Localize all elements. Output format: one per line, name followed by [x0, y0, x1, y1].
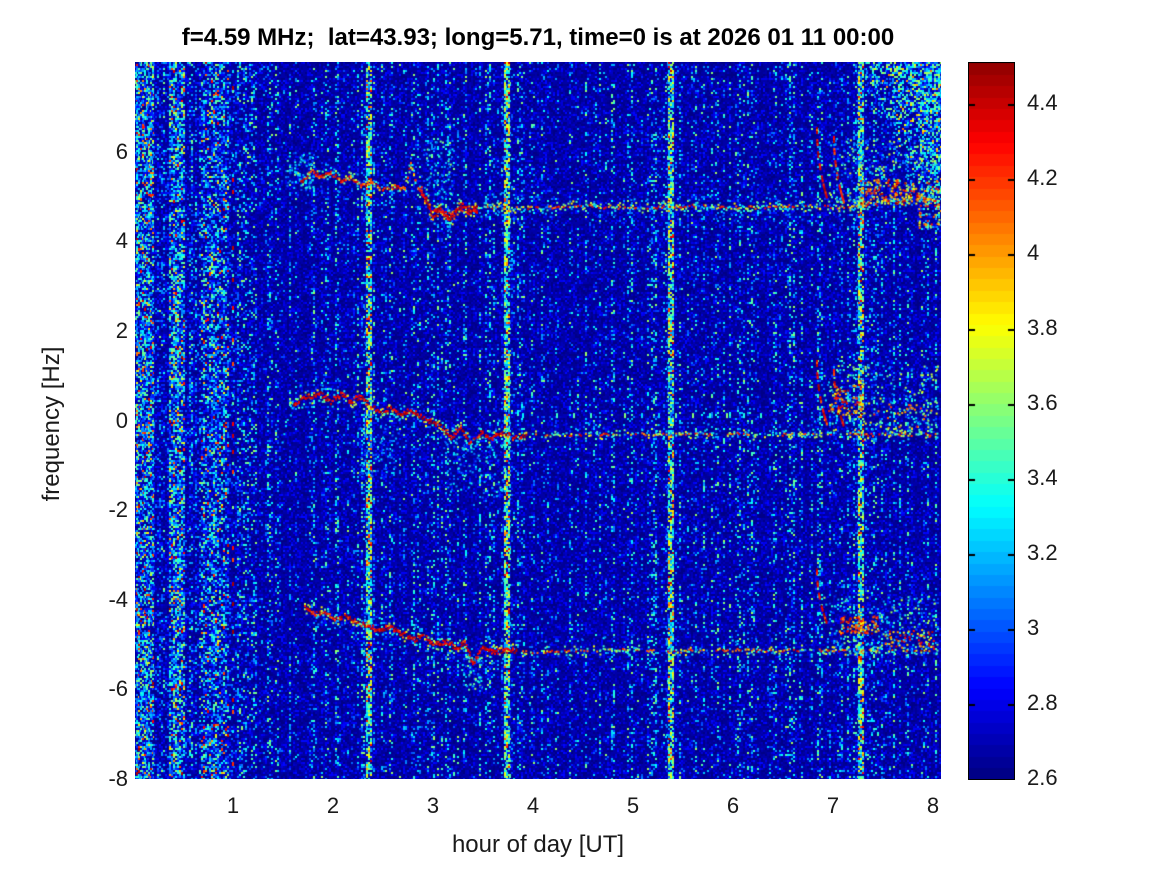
plot-title: f=4.59 MHz; lat=43.93; long=5.71, time=0…: [181, 24, 895, 51]
colorbar-tick-label-2.8: 2.8: [1027, 690, 1058, 716]
y-tick-label-0: 0: [115, 407, 128, 433]
colorbar-tick-label-3.4: 3.4: [1027, 465, 1058, 491]
y-tick-label--6: -6: [108, 676, 128, 702]
colorbar-tick-label-4: 4: [1027, 240, 1040, 266]
y-tick-label--8: -8: [108, 766, 128, 791]
y-axis-label: frequency [Hz]: [38, 346, 65, 502]
y-tick-label-6: 6: [115, 138, 128, 164]
colorbar-tick-label-3.2: 3.2: [1027, 540, 1058, 566]
x-tick-label-6: 6: [726, 793, 740, 818]
y-tick-label--2: -2: [108, 497, 128, 523]
spectrogram-canvas: [135, 62, 941, 779]
x-axis-label: hour of day [UT]: [451, 831, 625, 858]
colorbar-tick-label-3.8: 3.8: [1027, 315, 1058, 341]
x-tick-label-8: 8: [926, 793, 940, 818]
y-tick-label-4: 4: [115, 228, 128, 254]
x-tick-label-4: 4: [526, 793, 540, 818]
x-tick-label-5: 5: [626, 793, 640, 818]
colorbar-tick-label-4.2: 4.2: [1027, 165, 1058, 191]
colorbar-tick-label-2.6: 2.6: [1027, 765, 1058, 790]
x-tick-label-7: 7: [826, 793, 840, 818]
colorbar: [968, 62, 1015, 780]
x-tick-label-2: 2: [326, 793, 340, 818]
colorbar-tick-label-3.6: 3.6: [1027, 390, 1058, 416]
plot-area: [135, 62, 941, 779]
colorbar-tick-label-4.4: 4.4: [1027, 90, 1058, 116]
x-tick-label-1: 1: [226, 793, 240, 818]
y-tick-label-2: 2: [115, 317, 128, 343]
colorbar-tick-label-3: 3: [1027, 615, 1040, 641]
y-tick-label--4: -4: [108, 586, 128, 612]
x-tick-label-3: 3: [426, 793, 440, 818]
